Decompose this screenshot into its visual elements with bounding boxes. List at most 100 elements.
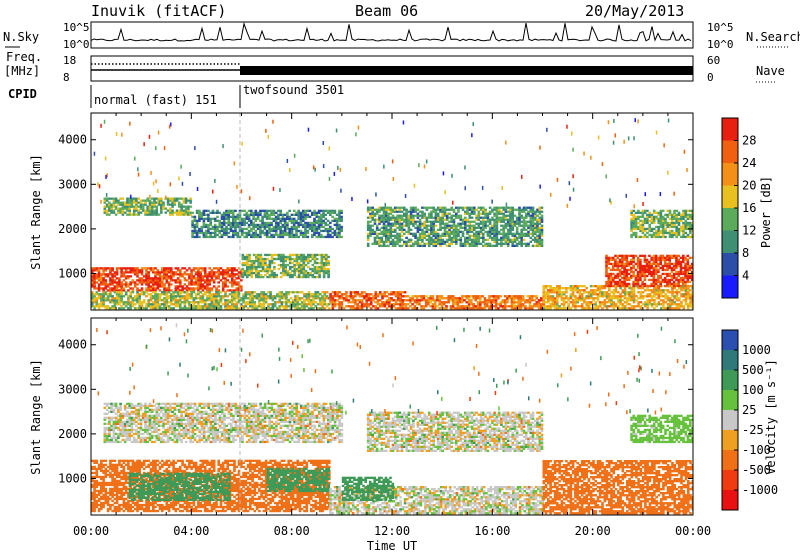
- heatmap-cell: [332, 303, 335, 305]
- heatmap-cell: [430, 239, 433, 241]
- heatmap-cell: [316, 254, 319, 256]
- heatmap-cell: [131, 200, 134, 202]
- heatmap-cell: [266, 214, 269, 216]
- heatmap-cell: [293, 218, 296, 220]
- heatmap-cell: [316, 276, 319, 278]
- heatmap-cell: [539, 213, 542, 215]
- heatmap-cell: [313, 214, 316, 216]
- heatmap-cell: [197, 271, 200, 273]
- heatmap-cell: [229, 301, 232, 303]
- heatmap-cell: [419, 229, 422, 231]
- heatmap-cell: [127, 297, 130, 299]
- heatmap-cell: [430, 237, 433, 239]
- heatmap-cell: [147, 287, 150, 289]
- heatmap-cell: [345, 299, 348, 301]
- heatmap-cell: [203, 218, 206, 220]
- heatmap-cell: [538, 299, 541, 301]
- heatmap-cell: [177, 267, 180, 269]
- heatmap-cell: [678, 307, 681, 309]
- heatmap-cell: [313, 210, 316, 212]
- heatmap-cell: [233, 305, 236, 307]
- heatmap-cell: [223, 228, 226, 230]
- heatmap-cell: [509, 215, 512, 217]
- heatmap-cell: [269, 297, 272, 299]
- heatmap-cell: [558, 295, 561, 297]
- heatmap-cell: [532, 245, 535, 247]
- heatmap-cell: [383, 243, 386, 245]
- heatmap-cell: [420, 305, 423, 307]
- heatmap-cell: [441, 243, 444, 245]
- heatmap-cell: [198, 230, 201, 232]
- heatmap-cell: [633, 289, 636, 291]
- heatmap-cell: [223, 218, 226, 220]
- heatmap-cell: [218, 212, 221, 214]
- heatmap-cell: [496, 225, 499, 227]
- heatmap-cell: [180, 204, 183, 206]
- heatmap-cell: [175, 297, 178, 299]
- nave-tick-low: 0: [707, 71, 714, 84]
- heatmap-cell: [288, 230, 291, 232]
- heatmap-cell: [410, 223, 413, 225]
- heatmap-cell: [111, 299, 114, 301]
- heatmap-cell: [662, 303, 665, 305]
- heatmap-cell: [165, 208, 168, 210]
- heatmap-cell: [445, 307, 448, 309]
- heatmap-cell: [159, 277, 162, 279]
- heatmap-cell: [105, 267, 108, 269]
- heatmap-cell: [248, 216, 251, 218]
- heatmap-cell: [392, 211, 395, 213]
- heatmap-cell: [138, 301, 141, 303]
- heatmap-cell: [457, 207, 460, 209]
- heatmap-cell: [441, 223, 444, 225]
- heatmap-cell: [371, 229, 374, 231]
- heatmap-cell: [105, 269, 108, 271]
- heatmap-cell: [378, 243, 381, 245]
- heatmap-cell: [123, 267, 126, 269]
- heatmap-cell: [115, 200, 118, 202]
- heatmap-cell: [123, 301, 126, 303]
- heatmap-cell: [377, 303, 380, 305]
- heatmap-cell: [96, 301, 99, 303]
- heatmap-cell: [234, 220, 237, 222]
- heatmap-cell: [230, 236, 233, 238]
- heatmap-cell: [630, 269, 633, 271]
- heatmap-cell: [147, 299, 150, 301]
- heatmap-cell: [217, 273, 220, 275]
- heatmap-cell: [387, 217, 390, 219]
- heatmap-cell: [282, 266, 285, 268]
- heatmap-cell: [637, 297, 640, 299]
- heatmap-cell: [213, 271, 216, 273]
- heatmap-cell: [147, 301, 150, 303]
- heatmap-cell: [484, 223, 487, 225]
- heatmap-cell: [316, 216, 319, 218]
- heatmap-cell: [543, 289, 546, 291]
- heatmap-cell: [96, 297, 99, 299]
- heatmap-cell: [218, 226, 221, 228]
- heatmap-cell: [290, 297, 293, 299]
- heatmap-cell: [270, 234, 273, 236]
- heatmap-cell: [497, 295, 500, 297]
- heatmap-cell: [516, 221, 519, 223]
- heatmap-cell: [343, 293, 346, 295]
- heatmap-cell: [383, 235, 386, 237]
- heatmap-cell: [572, 299, 575, 301]
- heatmap-cell: [653, 307, 656, 309]
- heatmap-cell: [96, 287, 99, 289]
- heatmap-cell: [255, 274, 258, 276]
- heatmap-cell: [120, 293, 123, 295]
- heatmap-cell: [282, 274, 285, 276]
- heatmap-cell: [206, 279, 209, 281]
- heatmap-cell: [405, 221, 408, 223]
- heatmap-cell: [631, 299, 634, 301]
- heatmap-cell: [277, 224, 280, 226]
- heatmap-cell: [529, 305, 532, 307]
- heatmap-cell: [387, 219, 390, 221]
- heatmap-cell: [671, 289, 674, 291]
- heatmap-cell: [365, 301, 368, 303]
- heatmap-cell: [123, 279, 126, 281]
- heatmap-cell: [323, 276, 326, 278]
- heatmap-cell: [336, 224, 339, 226]
- heatmap-cell: [122, 206, 125, 208]
- heatmap-cell: [304, 224, 307, 226]
- heatmap-cell: [437, 233, 440, 235]
